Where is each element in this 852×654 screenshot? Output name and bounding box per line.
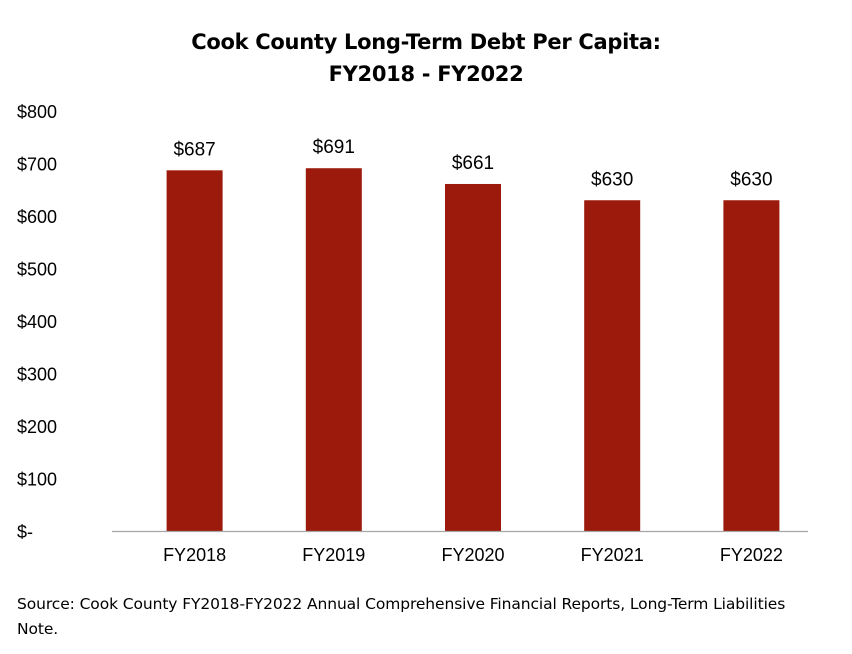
x-tick-label: FY2021 — [581, 545, 644, 565]
x-axis-labels: FY2018 FY2019 FY2020 FY2021 FY2022 — [163, 545, 783, 565]
source-note: Source: Cook County FY2018-FY2022 Annual… — [17, 595, 786, 638]
data-label: $687 — [173, 139, 215, 160]
data-label: $630 — [591, 169, 633, 190]
x-tick-label: FY2019 — [302, 545, 365, 565]
y-tick-label: $300 — [17, 365, 57, 385]
y-tick-label: $500 — [17, 260, 57, 280]
y-axis-labels: $- $100 $200 $300 $400 $500 $600 $700 $800 — [17, 102, 57, 542]
y-tick-label: $600 — [17, 207, 57, 227]
y-tick-label: $400 — [17, 312, 57, 332]
bar — [584, 200, 641, 531]
x-tick-label: FY2020 — [441, 545, 504, 565]
data-label: $691 — [313, 137, 355, 158]
bars — [166, 168, 780, 531]
chart-title-line-1: Cook County Long-Term Debt Per Capita: — [191, 30, 661, 54]
x-tick-label: FY2022 — [720, 545, 783, 565]
data-label: $661 — [452, 153, 494, 174]
bar — [445, 183, 501, 531]
bar — [305, 168, 362, 531]
y-tick-label: $200 — [17, 417, 57, 437]
data-labels: $687 $691 $661 $630 $630 — [173, 137, 772, 190]
y-tick-label: $100 — [17, 470, 57, 490]
x-tick-label: FY2018 — [163, 545, 226, 565]
bar — [723, 200, 780, 531]
bar — [166, 170, 223, 531]
chart-title-line-2: FY2018 - FY2022 — [328, 62, 524, 86]
data-label: $630 — [730, 169, 772, 190]
y-tick-label: $800 — [17, 102, 57, 122]
y-tick-label: $- — [17, 522, 33, 542]
y-tick-label: $700 — [17, 155, 57, 175]
chart-title: Cook County Long-Term Debt Per Capita: F… — [0, 26, 852, 90]
